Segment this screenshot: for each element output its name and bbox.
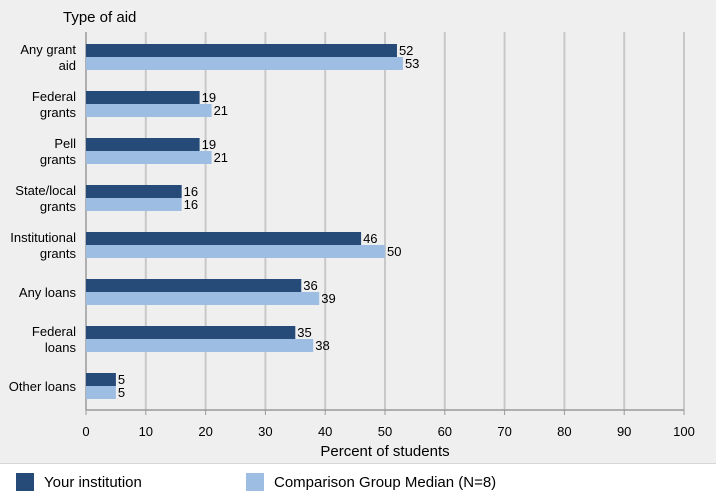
x-tick-label-40: 40 bbox=[318, 424, 332, 439]
bar-your-institution-2 bbox=[86, 138, 200, 151]
value-label-your-institution-0: 52 bbox=[399, 43, 413, 58]
legend-label-your-institution: Your institution bbox=[44, 473, 142, 491]
legend-item-comparison-group: Comparison Group Median (N=8) bbox=[246, 473, 496, 491]
legend-swatch-comparison-group bbox=[246, 473, 264, 491]
bar-chart: Type of aid 0 10 20 30 40 50 60 70 80 90 100 Percent… bbox=[9, 9, 695, 460]
value-label-comparison-1: 21 bbox=[214, 103, 228, 118]
category-label-0-1: aid bbox=[59, 58, 76, 73]
bar-your-institution-1 bbox=[86, 91, 200, 104]
category-label-2-1: grants bbox=[40, 152, 77, 167]
bar-comparison-3 bbox=[86, 198, 182, 211]
x-tick-label-80: 80 bbox=[557, 424, 571, 439]
bar-your-institution-6 bbox=[86, 326, 296, 339]
value-label-your-institution-7: 5 bbox=[118, 372, 125, 387]
bars bbox=[86, 44, 403, 399]
category-label-1-1: grants bbox=[40, 105, 77, 120]
x-tick-label-60: 60 bbox=[438, 424, 452, 439]
labels: Type of aid 0 10 20 30 40 50 60 70 80 90 100 Percent… bbox=[9, 9, 695, 460]
x-tick-label-70: 70 bbox=[497, 424, 511, 439]
bar-your-institution-5 bbox=[86, 279, 302, 292]
value-label-your-institution-2: 19 bbox=[202, 137, 216, 152]
category-label-6-1: loans bbox=[45, 340, 77, 355]
x-tick-label-50: 50 bbox=[378, 424, 392, 439]
value-label-your-institution-4: 46 bbox=[363, 231, 377, 246]
bar-comparison-1 bbox=[86, 104, 212, 117]
plot-background bbox=[0, 0, 716, 463]
grid-lines bbox=[85, 32, 685, 415]
value-label-your-institution-1: 19 bbox=[202, 90, 216, 105]
chart-title: Type of aid bbox=[63, 9, 136, 26]
value-label-comparison-4: 50 bbox=[387, 244, 401, 259]
legend-item-your-institution: Your institution bbox=[16, 473, 142, 491]
value-label-your-institution-3: 16 bbox=[184, 184, 198, 199]
value-label-your-institution-5: 36 bbox=[303, 278, 317, 293]
value-label-comparison-7: 5 bbox=[118, 385, 125, 400]
bar-your-institution-4 bbox=[86, 232, 362, 245]
value-label-comparison-0: 53 bbox=[405, 56, 419, 71]
category-label-6-0: Federal bbox=[32, 324, 76, 339]
x-tick-label-0: 0 bbox=[82, 424, 89, 439]
category-label-5-0: Any loans bbox=[19, 285, 77, 300]
x-tick-label-90: 90 bbox=[617, 424, 631, 439]
category-label-3-1: grants bbox=[40, 199, 77, 214]
x-axis-label: Percent of students bbox=[320, 443, 449, 460]
bar-comparison-6 bbox=[86, 339, 314, 352]
bar-your-institution-3 bbox=[86, 185, 182, 198]
value-label-comparison-2: 21 bbox=[214, 150, 228, 165]
category-label-7-0: Other loans bbox=[9, 379, 77, 394]
legend-label-comparison-group: Comparison Group Median (N=8) bbox=[274, 473, 497, 491]
value-label-comparison-5: 39 bbox=[321, 291, 335, 306]
category-label-4-0: Institutional bbox=[10, 230, 76, 245]
category-label-2-0: Pell bbox=[54, 136, 76, 151]
x-tick-label-20: 20 bbox=[198, 424, 212, 439]
x-tick-label-100: 100 bbox=[673, 424, 695, 439]
legend: Your institution Comparison Group Median… bbox=[0, 463, 716, 496]
bar-your-institution-0 bbox=[86, 44, 397, 57]
category-label-3-0: State/local bbox=[15, 183, 76, 198]
value-label-comparison-3: 16 bbox=[184, 197, 198, 212]
value-label-your-institution-6: 35 bbox=[297, 325, 311, 340]
bar-your-institution-7 bbox=[86, 373, 116, 386]
legend-swatch-your-institution bbox=[16, 473, 34, 491]
bar-comparison-2 bbox=[86, 151, 212, 164]
x-tick-label-30: 30 bbox=[258, 424, 272, 439]
bar-comparison-0 bbox=[86, 57, 403, 70]
bar-comparison-5 bbox=[86, 292, 320, 305]
x-tick-label-10: 10 bbox=[139, 424, 153, 439]
value-label-comparison-6: 38 bbox=[315, 338, 329, 353]
category-label-4-1: grants bbox=[40, 246, 77, 261]
category-label-1-0: Federal bbox=[32, 89, 76, 104]
bar-comparison-7 bbox=[86, 386, 116, 399]
bar-comparison-4 bbox=[86, 245, 385, 258]
category-label-0-0: Any grant bbox=[20, 42, 76, 57]
